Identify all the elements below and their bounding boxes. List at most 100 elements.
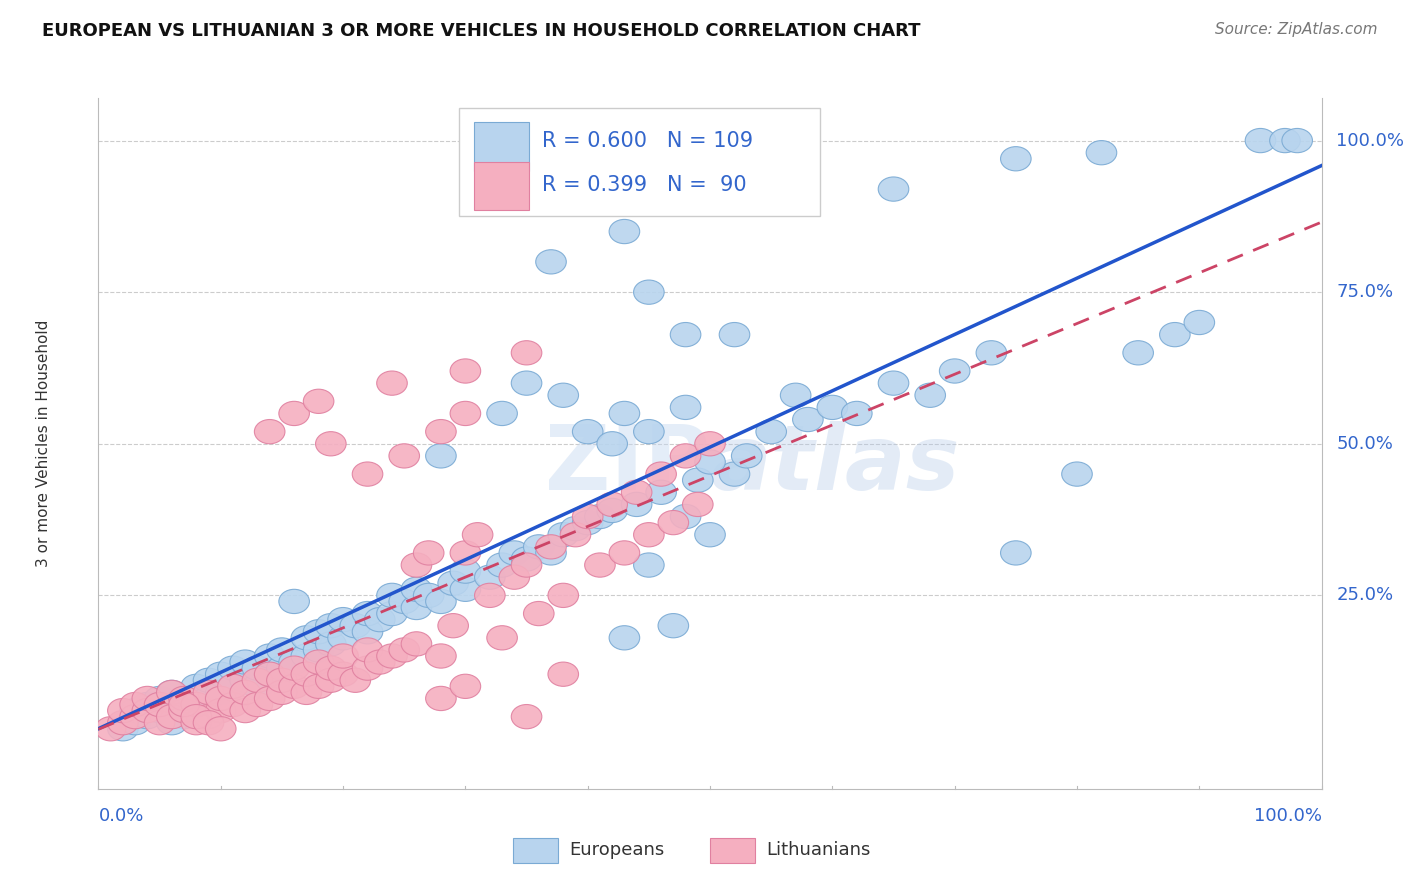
Ellipse shape	[96, 716, 127, 741]
Ellipse shape	[463, 523, 494, 547]
Ellipse shape	[145, 711, 174, 735]
Ellipse shape	[695, 432, 725, 456]
Ellipse shape	[842, 401, 872, 425]
Ellipse shape	[205, 686, 236, 711]
Ellipse shape	[426, 590, 456, 614]
Ellipse shape	[1246, 128, 1275, 153]
Ellipse shape	[450, 674, 481, 698]
Ellipse shape	[120, 698, 150, 723]
Ellipse shape	[231, 650, 260, 674]
Text: Europeans: Europeans	[569, 841, 665, 859]
Ellipse shape	[156, 681, 187, 705]
Ellipse shape	[181, 692, 211, 716]
Ellipse shape	[598, 432, 627, 456]
Ellipse shape	[572, 419, 603, 444]
Ellipse shape	[205, 681, 236, 705]
Ellipse shape	[132, 686, 163, 711]
Ellipse shape	[598, 492, 627, 516]
Ellipse shape	[145, 698, 174, 723]
Ellipse shape	[548, 384, 578, 408]
Ellipse shape	[486, 625, 517, 650]
Ellipse shape	[609, 401, 640, 425]
Ellipse shape	[108, 698, 138, 723]
Ellipse shape	[291, 644, 322, 668]
Ellipse shape	[671, 504, 700, 529]
Ellipse shape	[671, 395, 700, 419]
Ellipse shape	[254, 662, 285, 686]
Ellipse shape	[413, 541, 444, 565]
Ellipse shape	[353, 620, 382, 644]
Ellipse shape	[242, 674, 273, 698]
Ellipse shape	[377, 371, 408, 395]
Text: R = 0.600   N = 109: R = 0.600 N = 109	[543, 131, 754, 151]
Text: ZIP: ZIP	[546, 420, 710, 508]
Ellipse shape	[193, 705, 224, 729]
Ellipse shape	[340, 668, 371, 692]
Ellipse shape	[401, 632, 432, 656]
Ellipse shape	[304, 620, 333, 644]
Ellipse shape	[1123, 341, 1153, 365]
Ellipse shape	[609, 541, 640, 565]
Ellipse shape	[254, 662, 285, 686]
Ellipse shape	[169, 686, 200, 711]
Ellipse shape	[304, 638, 333, 662]
Ellipse shape	[193, 681, 224, 705]
Ellipse shape	[304, 389, 333, 414]
Ellipse shape	[572, 504, 603, 529]
Ellipse shape	[682, 468, 713, 492]
Ellipse shape	[634, 553, 664, 577]
Ellipse shape	[560, 523, 591, 547]
Ellipse shape	[364, 607, 395, 632]
Ellipse shape	[475, 565, 505, 590]
Ellipse shape	[132, 705, 163, 729]
Text: atlas: atlas	[710, 420, 959, 508]
Ellipse shape	[1001, 146, 1031, 171]
Ellipse shape	[108, 711, 138, 735]
Ellipse shape	[218, 692, 249, 716]
Ellipse shape	[156, 711, 187, 735]
Ellipse shape	[536, 534, 567, 559]
Ellipse shape	[145, 692, 174, 716]
Ellipse shape	[169, 705, 200, 729]
Text: 3 or more Vehicles in Household: 3 or more Vehicles in Household	[37, 320, 51, 567]
Ellipse shape	[291, 625, 322, 650]
Ellipse shape	[278, 590, 309, 614]
Ellipse shape	[585, 553, 616, 577]
Ellipse shape	[645, 480, 676, 504]
Ellipse shape	[634, 419, 664, 444]
Ellipse shape	[353, 462, 382, 486]
Ellipse shape	[218, 674, 249, 698]
Ellipse shape	[548, 523, 578, 547]
Ellipse shape	[756, 419, 786, 444]
Ellipse shape	[695, 159, 725, 183]
Ellipse shape	[512, 553, 541, 577]
Ellipse shape	[486, 553, 517, 577]
Ellipse shape	[634, 280, 664, 304]
Ellipse shape	[695, 450, 725, 474]
Ellipse shape	[512, 547, 541, 571]
Ellipse shape	[450, 559, 481, 583]
Ellipse shape	[450, 401, 481, 425]
Ellipse shape	[328, 607, 359, 632]
Ellipse shape	[1062, 462, 1092, 486]
Ellipse shape	[523, 601, 554, 625]
Ellipse shape	[598, 499, 627, 523]
Ellipse shape	[181, 705, 211, 729]
Ellipse shape	[304, 674, 333, 698]
Ellipse shape	[499, 565, 530, 590]
Ellipse shape	[278, 650, 309, 674]
Ellipse shape	[512, 341, 541, 365]
Text: 0.0%: 0.0%	[98, 807, 143, 825]
Ellipse shape	[231, 668, 260, 692]
Text: 100.0%: 100.0%	[1336, 131, 1405, 150]
Ellipse shape	[572, 510, 603, 534]
Text: Lithuanians: Lithuanians	[766, 841, 870, 859]
Ellipse shape	[437, 571, 468, 595]
Ellipse shape	[120, 692, 150, 716]
Ellipse shape	[205, 698, 236, 723]
Ellipse shape	[426, 644, 456, 668]
Ellipse shape	[156, 681, 187, 705]
Ellipse shape	[193, 668, 224, 692]
Ellipse shape	[1087, 141, 1116, 165]
Ellipse shape	[817, 395, 848, 419]
